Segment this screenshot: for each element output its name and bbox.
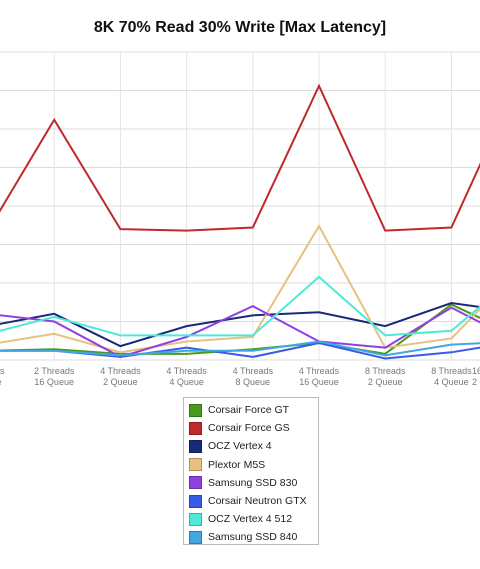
series-line-7 [0, 275, 480, 337]
legend-label: Samsung SSD 840 [208, 531, 298, 544]
x-tick-label: 8 Threads [431, 366, 472, 376]
legend-item: Samsung SSD 840 [189, 528, 318, 546]
legend-label: Plextor M5S [208, 458, 266, 471]
series-line-8 [0, 340, 480, 357]
legend-swatch [189, 421, 202, 435]
chart-title: 8K 70% Read 30% Write [Max Latency] [93, 19, 387, 36]
legend-swatch [189, 494, 202, 508]
grid-lines [0, 51, 480, 361]
x-tick-label: 4 Threads [299, 366, 340, 376]
legend-label: Corsair Force GS [208, 422, 290, 435]
legend-label: Corsair Neutron GTX [208, 495, 307, 508]
x-tick-label: 2 Queue [103, 377, 138, 387]
x-tick-label: 2 Threads [34, 366, 75, 376]
legend-item: OCZ Vertex 4 [189, 437, 318, 455]
series-line-2 [0, 83, 480, 232]
x-tick-label: 16 Queue [34, 377, 74, 387]
legend-item: Corsair Force GS [189, 419, 318, 437]
x-tick-label: 16 [472, 366, 480, 376]
legend-label: OCZ Vertex 4 512 [208, 513, 293, 526]
x-tick-label: 2 Queue [368, 377, 403, 387]
legend-item: Plextor M5S [189, 456, 318, 474]
x-tick-label: 4 Threads [166, 366, 207, 376]
x-tick-label: 16 Queue [299, 377, 339, 387]
legend-swatch [189, 439, 202, 453]
legend-label: OCZ Vertex 4 [208, 440, 272, 453]
x-tick-label: 4 Queue [169, 377, 204, 387]
x-tick-label: 8 Queue [236, 377, 271, 387]
x-tick-label: 4 Threads [100, 366, 141, 376]
legend-swatch [189, 530, 202, 544]
legend-item: Samsung SSD 830 [189, 474, 318, 492]
x-tick-label: 4 Queue [434, 377, 469, 387]
legend-swatch [189, 403, 202, 417]
x-tick-label: Threads [0, 366, 5, 376]
x-tick-label: Queue [0, 377, 2, 387]
legend-swatch [189, 458, 202, 472]
series-line-3 [0, 301, 480, 348]
legend-label: Samsung SSD 830 [208, 476, 298, 489]
legend-item: Corsair Force GT [189, 401, 318, 419]
x-tick-label: 2 [472, 377, 477, 387]
legend: Corsair Force GT Corsair Force GS OCZ Vert… [183, 397, 319, 545]
series-lines [0, 83, 480, 360]
series-line-6 [0, 342, 480, 360]
legend-item: OCZ Vertex 4 512 [189, 510, 318, 528]
legend-item: Corsair Neutron GTX [189, 492, 318, 510]
legend-swatch [189, 476, 202, 490]
x-tick-label: 8 Threads [365, 366, 406, 376]
x-tick-label: 4 Threads [233, 366, 274, 376]
legend-swatch [189, 512, 202, 526]
legend-label: Corsair Force GT [208, 404, 290, 417]
